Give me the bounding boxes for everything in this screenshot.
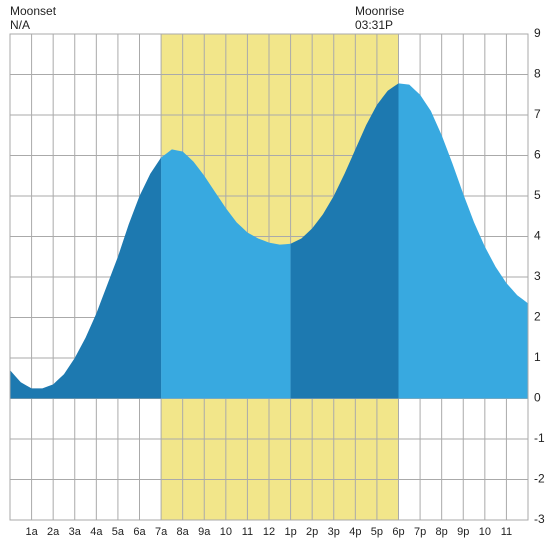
tide-chart-svg: -3-2-101234567891a2a3a4a5a6a7a8a9a101112… — [0, 0, 550, 550]
svg-text:8p: 8p — [436, 526, 448, 538]
svg-text:7a: 7a — [155, 526, 168, 538]
moonrise-block: Moonrise 03:31P — [355, 4, 404, 32]
svg-text:4a: 4a — [90, 526, 103, 538]
svg-text:0: 0 — [534, 391, 541, 405]
tide-chart-container: Moonset N/A Moonrise 03:31P -3-2-1012345… — [0, 0, 550, 550]
svg-text:4: 4 — [534, 229, 541, 243]
svg-text:3p: 3p — [328, 526, 340, 538]
svg-text:10: 10 — [479, 526, 491, 538]
svg-text:-1: -1 — [534, 431, 545, 445]
svg-text:9: 9 — [534, 26, 541, 40]
svg-text:6p: 6p — [392, 526, 404, 538]
svg-text:-2: -2 — [534, 472, 545, 486]
svg-text:5: 5 — [534, 188, 541, 202]
svg-text:1a: 1a — [25, 526, 38, 538]
svg-text:2p: 2p — [306, 526, 318, 538]
svg-text:1p: 1p — [284, 526, 296, 538]
svg-text:2a: 2a — [47, 526, 60, 538]
moonset-value: N/A — [10, 18, 56, 32]
svg-text:10: 10 — [220, 526, 232, 538]
svg-text:6: 6 — [534, 148, 541, 162]
moonset-label: Moonset — [10, 4, 56, 18]
svg-text:6a: 6a — [133, 526, 146, 538]
svg-text:8: 8 — [534, 67, 541, 81]
svg-text:3: 3 — [534, 269, 541, 283]
svg-text:11: 11 — [501, 526, 512, 538]
svg-text:2: 2 — [534, 310, 541, 324]
svg-text:11: 11 — [242, 526, 253, 538]
svg-text:-3: -3 — [534, 512, 545, 526]
svg-text:9p: 9p — [457, 526, 469, 538]
svg-text:1: 1 — [534, 350, 541, 364]
svg-text:7: 7 — [534, 107, 541, 121]
svg-text:3a: 3a — [69, 526, 82, 538]
svg-text:7p: 7p — [414, 526, 426, 538]
moonset-block: Moonset N/A — [10, 4, 56, 32]
svg-text:4p: 4p — [349, 526, 361, 538]
svg-text:5a: 5a — [112, 526, 125, 538]
svg-text:8a: 8a — [177, 526, 190, 538]
moonrise-label: Moonrise — [355, 4, 404, 18]
moonrise-value: 03:31P — [355, 18, 404, 32]
svg-text:9a: 9a — [198, 526, 211, 538]
svg-text:12: 12 — [263, 526, 275, 538]
svg-text:5p: 5p — [371, 526, 383, 538]
